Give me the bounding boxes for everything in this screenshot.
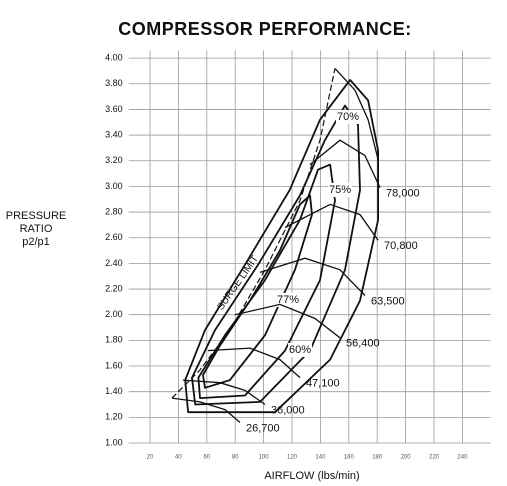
- speed-line: [259, 257, 366, 296]
- speed-line: [171, 397, 241, 423]
- y-tick-label: 4.00: [105, 52, 123, 62]
- speed-label: 56,400: [346, 338, 380, 350]
- y-axis-label: p2/p1: [22, 236, 50, 248]
- label-backdrop: [288, 343, 312, 357]
- speed-label: 70,800: [384, 240, 418, 252]
- y-tick-label: 3.80: [105, 78, 123, 88]
- y-tick-label: 1.40: [105, 386, 123, 396]
- speed-label: 36,000: [271, 404, 305, 416]
- y-axis-label: PRESSURE: [6, 210, 67, 222]
- efficiency-label: 60%: [289, 344, 311, 356]
- speed-line: [334, 67, 379, 160]
- y-tick-label: 2.40: [105, 258, 123, 268]
- x-tick-label: 120: [287, 455, 298, 461]
- speed-label: 47,100: [306, 377, 340, 389]
- y-tick-label: 1.20: [105, 412, 123, 422]
- y-tick-label: 2.00: [105, 309, 123, 319]
- speed-line: [207, 347, 301, 379]
- y-tick-label: 3.40: [105, 129, 123, 139]
- y-tick-label: 3.00: [105, 181, 123, 191]
- x-tick-label: 20: [147, 455, 154, 461]
- y-axis-label: RATIO: [20, 223, 53, 235]
- x-axis-label: AIRFLOW (lbs/min): [264, 470, 359, 482]
- speed-line: [234, 303, 341, 339]
- speed-label: 63,500: [371, 295, 405, 307]
- x-tick-label: 240: [457, 455, 468, 461]
- x-tick-label: 160: [344, 455, 355, 461]
- speed-line: [182, 379, 266, 406]
- y-tick-label: 3.20: [105, 155, 123, 165]
- efficiency-island: [197, 163, 336, 399]
- speed-label: 78,000: [386, 188, 420, 200]
- label-backdrop: [336, 110, 360, 124]
- y-tick-label: 1.60: [105, 360, 123, 370]
- y-tick-label: 3.60: [105, 104, 123, 114]
- x-tick-label: 200: [401, 455, 412, 461]
- x-tick-label: 80: [232, 455, 239, 461]
- efficiency-label: 77%: [277, 294, 299, 306]
- x-tick-label: 180: [372, 455, 383, 461]
- label-backdrop: [276, 293, 300, 307]
- label-backdrop: [328, 183, 352, 197]
- x-tick-label: 100: [259, 455, 270, 461]
- speed-line: [309, 139, 381, 188]
- y-tick-label: 1.80: [105, 335, 123, 345]
- y-tick-label: 2.20: [105, 283, 123, 293]
- speed-line: [284, 203, 379, 241]
- x-tick-label: 60: [203, 455, 210, 461]
- efficiency-label: 75%: [329, 184, 351, 196]
- y-tick-label: 2.80: [105, 206, 123, 216]
- y-tick-label: 1.00: [105, 437, 123, 447]
- x-tick-label: 140: [315, 455, 326, 461]
- x-tick-label: 40: [175, 455, 182, 461]
- surge-line: [171, 68, 336, 399]
- surge-label: SURGE LIMIT: [215, 254, 261, 313]
- chart-title: COMPRESSOR PERFORMANCE:: [118, 19, 412, 39]
- efficiency-label: 70%: [337, 111, 359, 123]
- speed-label: 26,700: [246, 422, 280, 434]
- x-tick-label: 220: [429, 455, 440, 461]
- efficiency-island: [184, 79, 379, 414]
- y-tick-label: 2.60: [105, 232, 123, 242]
